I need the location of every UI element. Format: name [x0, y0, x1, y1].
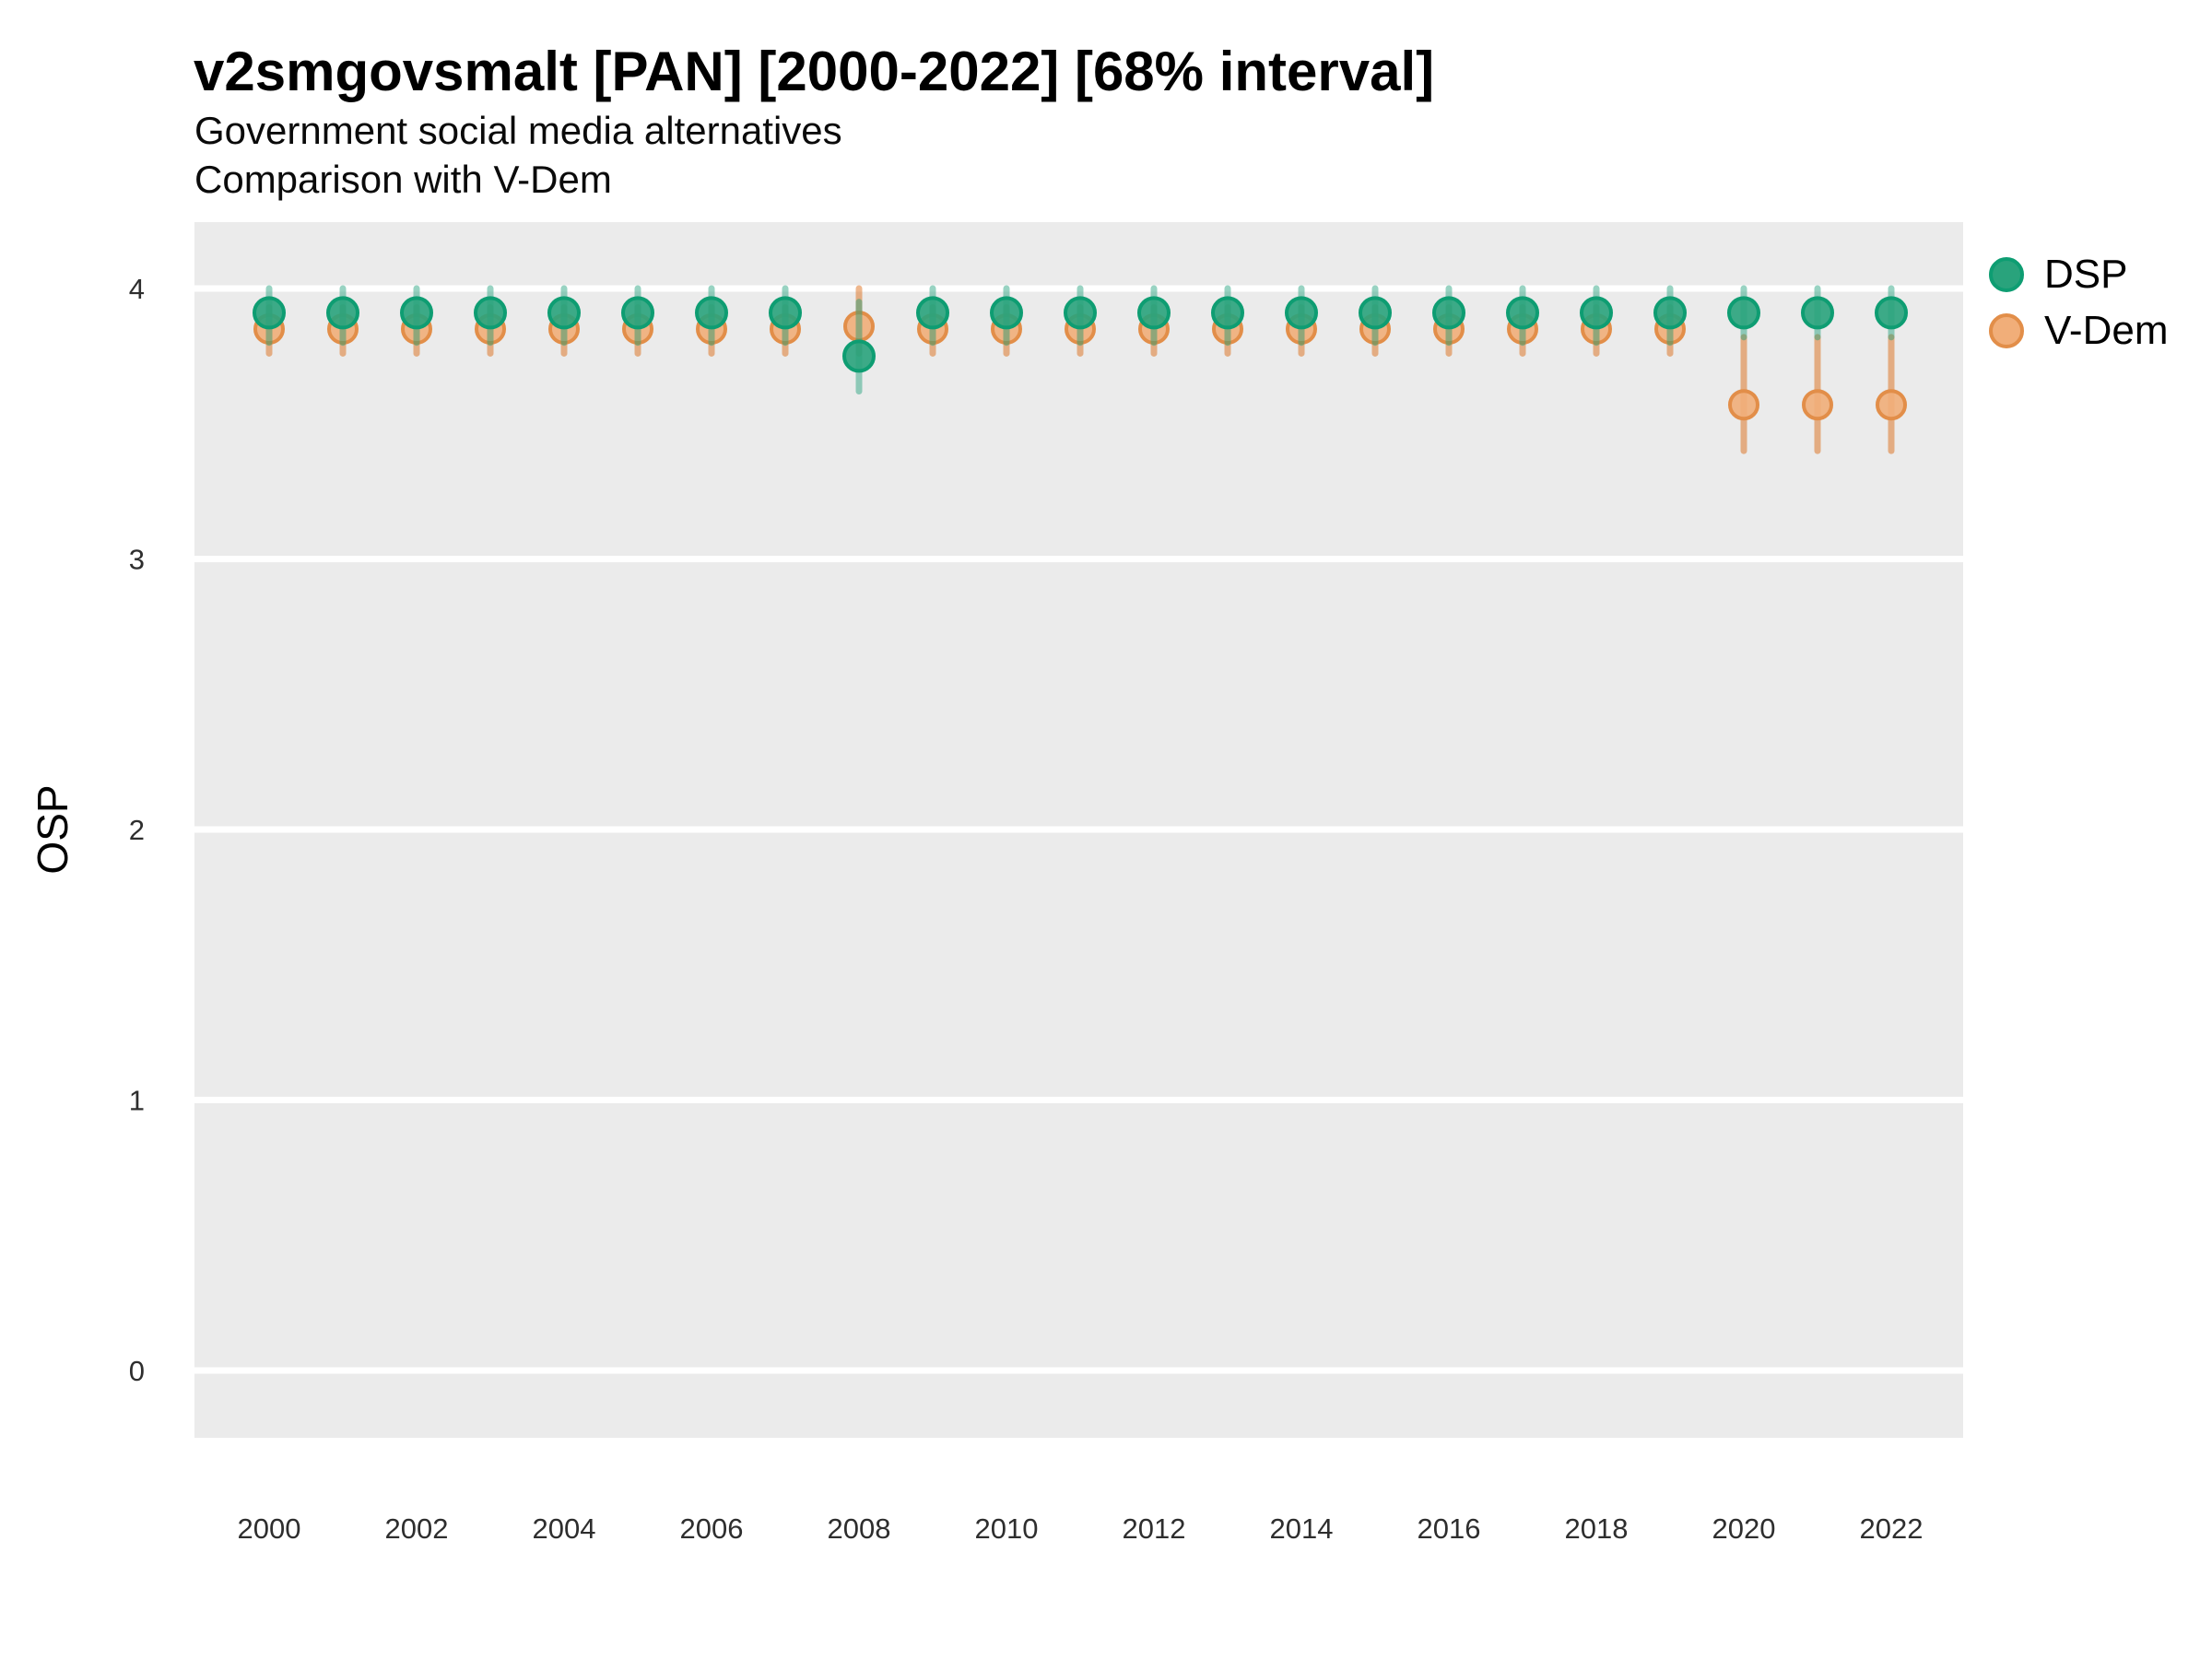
dsp-point-2006 [695, 296, 728, 330]
y-tick-label: 2 [129, 814, 145, 846]
legend-label-dsp: DSP [2044, 252, 2128, 297]
x-tick-label: 2008 [828, 1512, 891, 1545]
dsp-point-2010 [990, 296, 1023, 330]
dsp-point-2003 [474, 296, 507, 330]
dsp-point-2004 [547, 296, 581, 330]
dsp-point-2016 [1432, 296, 1465, 330]
vdem-legend-dot-icon [1989, 313, 2024, 348]
x-tick-label: 2018 [1565, 1512, 1629, 1545]
dsp-point-2021 [1801, 296, 1834, 330]
dsp-point-2022 [1875, 296, 1908, 330]
dsp-point-2002 [400, 296, 433, 330]
x-tick-label: 2020 [1712, 1512, 1776, 1545]
dsp-point-2020 [1727, 296, 1760, 330]
x-tick-label: 2014 [1270, 1512, 1334, 1545]
dsp-point-2014 [1285, 296, 1318, 330]
dsp-point-2001 [326, 296, 359, 330]
x-tick-label: 2000 [238, 1512, 301, 1545]
dsp-point-2007 [769, 296, 802, 330]
x-tick-label: 2004 [533, 1512, 596, 1545]
dsp-point-2009 [916, 296, 949, 330]
vdem-point-2020 [1728, 389, 1759, 421]
dsp-point-2019 [1653, 296, 1687, 330]
chart-subtitle-line1: Government social media alternatives [194, 109, 842, 152]
dsp-legend-dot-icon [1989, 257, 2024, 292]
legend-item-dsp: DSP [1989, 247, 2168, 302]
dsp-point-2000 [253, 296, 286, 330]
y-tick-label: 3 [129, 544, 145, 576]
dsp-point-2017 [1506, 296, 1539, 330]
legend-label-vdem: V-Dem [2044, 308, 2169, 353]
x-tick-label: 2010 [975, 1512, 1039, 1545]
dsp-point-2005 [621, 296, 654, 330]
vdem-point-2022 [1876, 389, 1907, 421]
legend-item-vdem: V-Dem [1989, 303, 2168, 359]
chart-title: v2smgovsmalt [PAN] [2000-2022] [68% inte… [194, 41, 1435, 102]
x-tick-label: 2016 [1418, 1512, 1481, 1545]
x-tick-label: 2002 [385, 1512, 449, 1545]
dsp-point-2015 [1359, 296, 1392, 330]
x-tick-label: 2006 [680, 1512, 744, 1545]
x-tick-label: 2022 [1860, 1512, 1924, 1545]
y-tick-label: 1 [129, 1085, 145, 1117]
dsp-point-2012 [1137, 296, 1171, 330]
dsp-point-2008 [842, 339, 876, 373]
dsp-point-2013 [1211, 296, 1244, 330]
dsp-point-2018 [1580, 296, 1613, 330]
x-tick-label: 2012 [1123, 1512, 1186, 1545]
vdem-point-2021 [1802, 389, 1833, 421]
y-tick-label: 0 [129, 1355, 145, 1387]
legend: DSP V-Dem [1989, 247, 2168, 359]
dsp-point-2011 [1064, 296, 1097, 330]
chart-subtitle-line2: Comparison with V-Dem [194, 158, 612, 201]
y-tick-label: 4 [129, 273, 145, 305]
